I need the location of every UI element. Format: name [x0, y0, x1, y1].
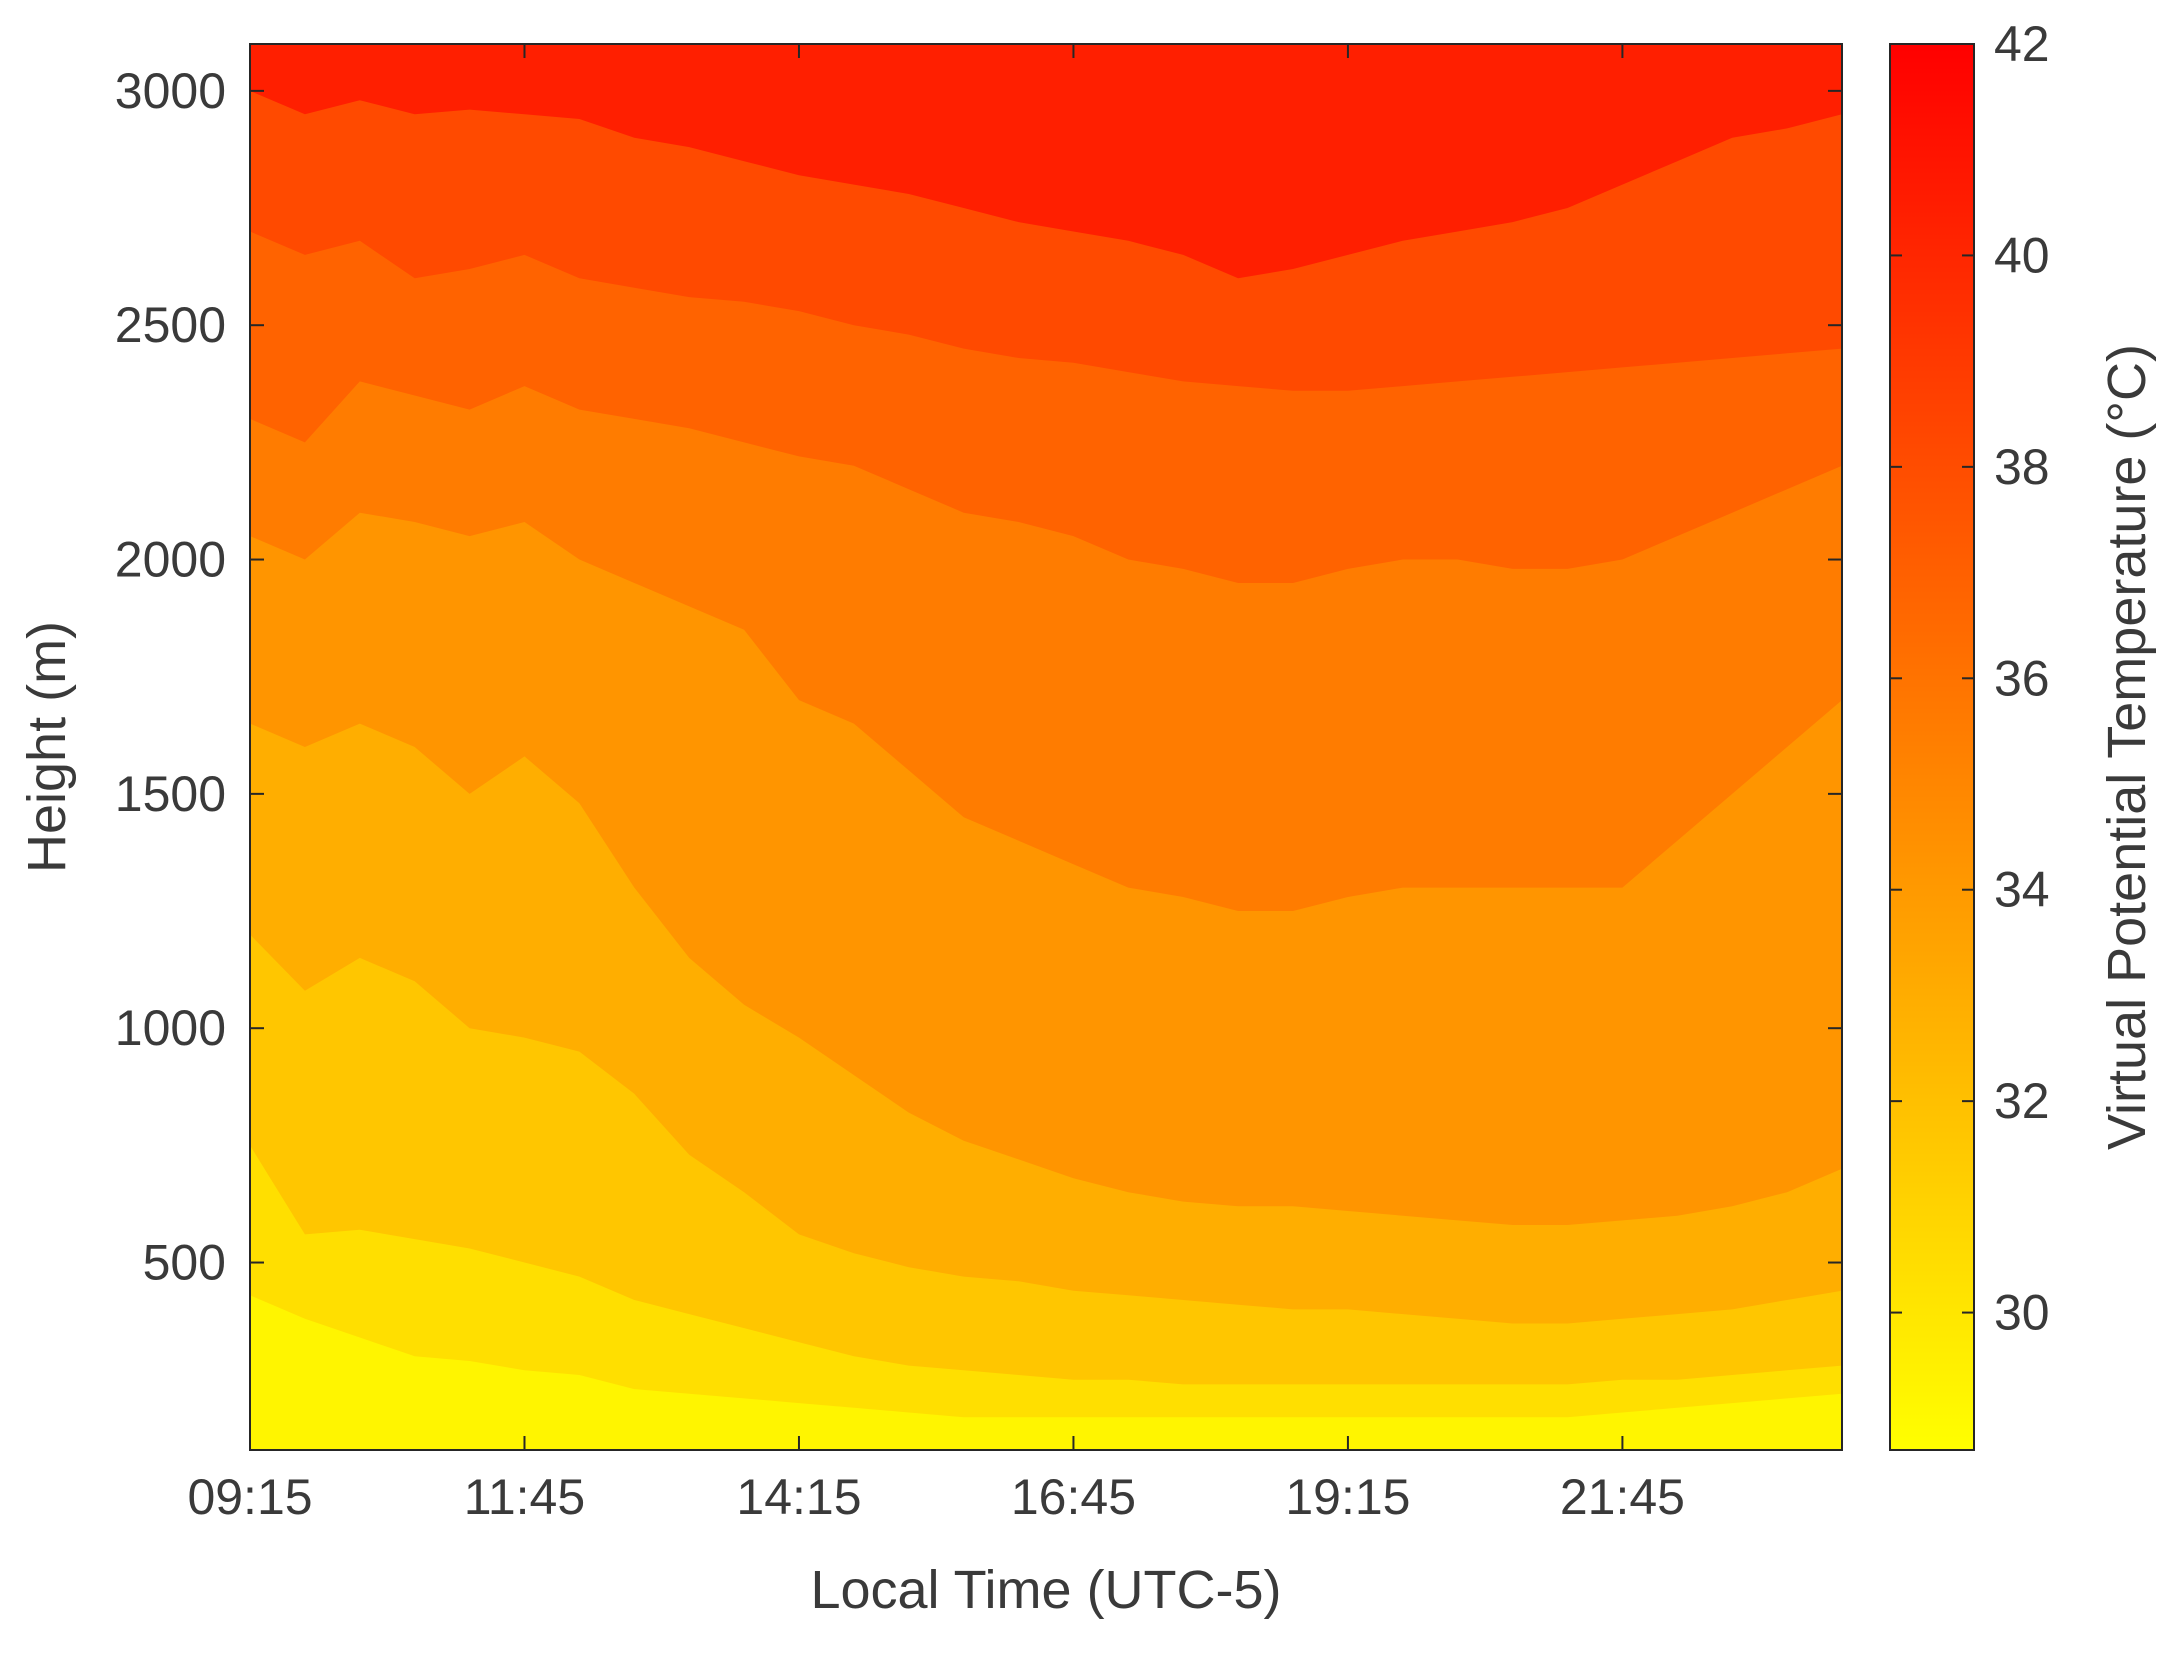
y-tick-label: 2500: [115, 297, 226, 353]
colorbar-tick-label: 38: [1994, 439, 2050, 495]
colorbar: 30 32 34 36 38 40 42 Virtual Potential Tempera…: [1889, 16, 2157, 1451]
x-tick-label: 21:45: [1560, 1469, 1685, 1525]
y-axis: 500 1000 1500 2000 2500 3000: [115, 63, 1842, 1291]
y-tick-label: 2000: [115, 532, 226, 588]
y-axis-title: Height (m): [17, 621, 77, 873]
colorbar-ticks: 30 32 34 36 38 40 42: [1890, 16, 2050, 1341]
colorbar-bar: [1889, 43, 1975, 1451]
y-tick-label: 1500: [115, 766, 226, 822]
colorbar-tick-label: 36: [1994, 650, 2050, 706]
x-axis: 09:15 11:45 14:15 16:45 19:15 21:45: [187, 44, 1685, 1525]
y-tick-label: 1000: [115, 1000, 226, 1056]
contour-bands: [250, 44, 1842, 1450]
x-tick-label: 11:45: [464, 1469, 585, 1525]
colorbar-tick-label: 30: [1994, 1285, 2050, 1341]
y-tick-label: 500: [143, 1235, 226, 1291]
plot-area: 09:15 11:45 14:15 16:45 19:15 21:45 500 1000 15…: [17, 43, 1843, 1620]
x-tick-label: 16:45: [1011, 1469, 1136, 1525]
x-tick-label: 19:15: [1285, 1469, 1410, 1525]
contour-band-8: [250, 44, 1842, 279]
colorbar-tick-label: 32: [1994, 1073, 2050, 1129]
y-tick-label: 3000: [115, 63, 226, 119]
plot-frame: [249, 43, 1843, 1451]
x-axis-title: Local Time (UTC-5): [810, 1560, 1281, 1620]
colorbar-title: Virtual Potential Temperature (°C): [2097, 344, 2157, 1150]
colorbar-tick-label: 34: [1994, 862, 2050, 918]
x-tick-label: 14:15: [736, 1469, 861, 1525]
colorbar-tick-label: 42: [1994, 16, 2050, 72]
colorbar-tick-label: 40: [1994, 227, 2050, 283]
x-tick-label: 09:15: [187, 1469, 312, 1525]
